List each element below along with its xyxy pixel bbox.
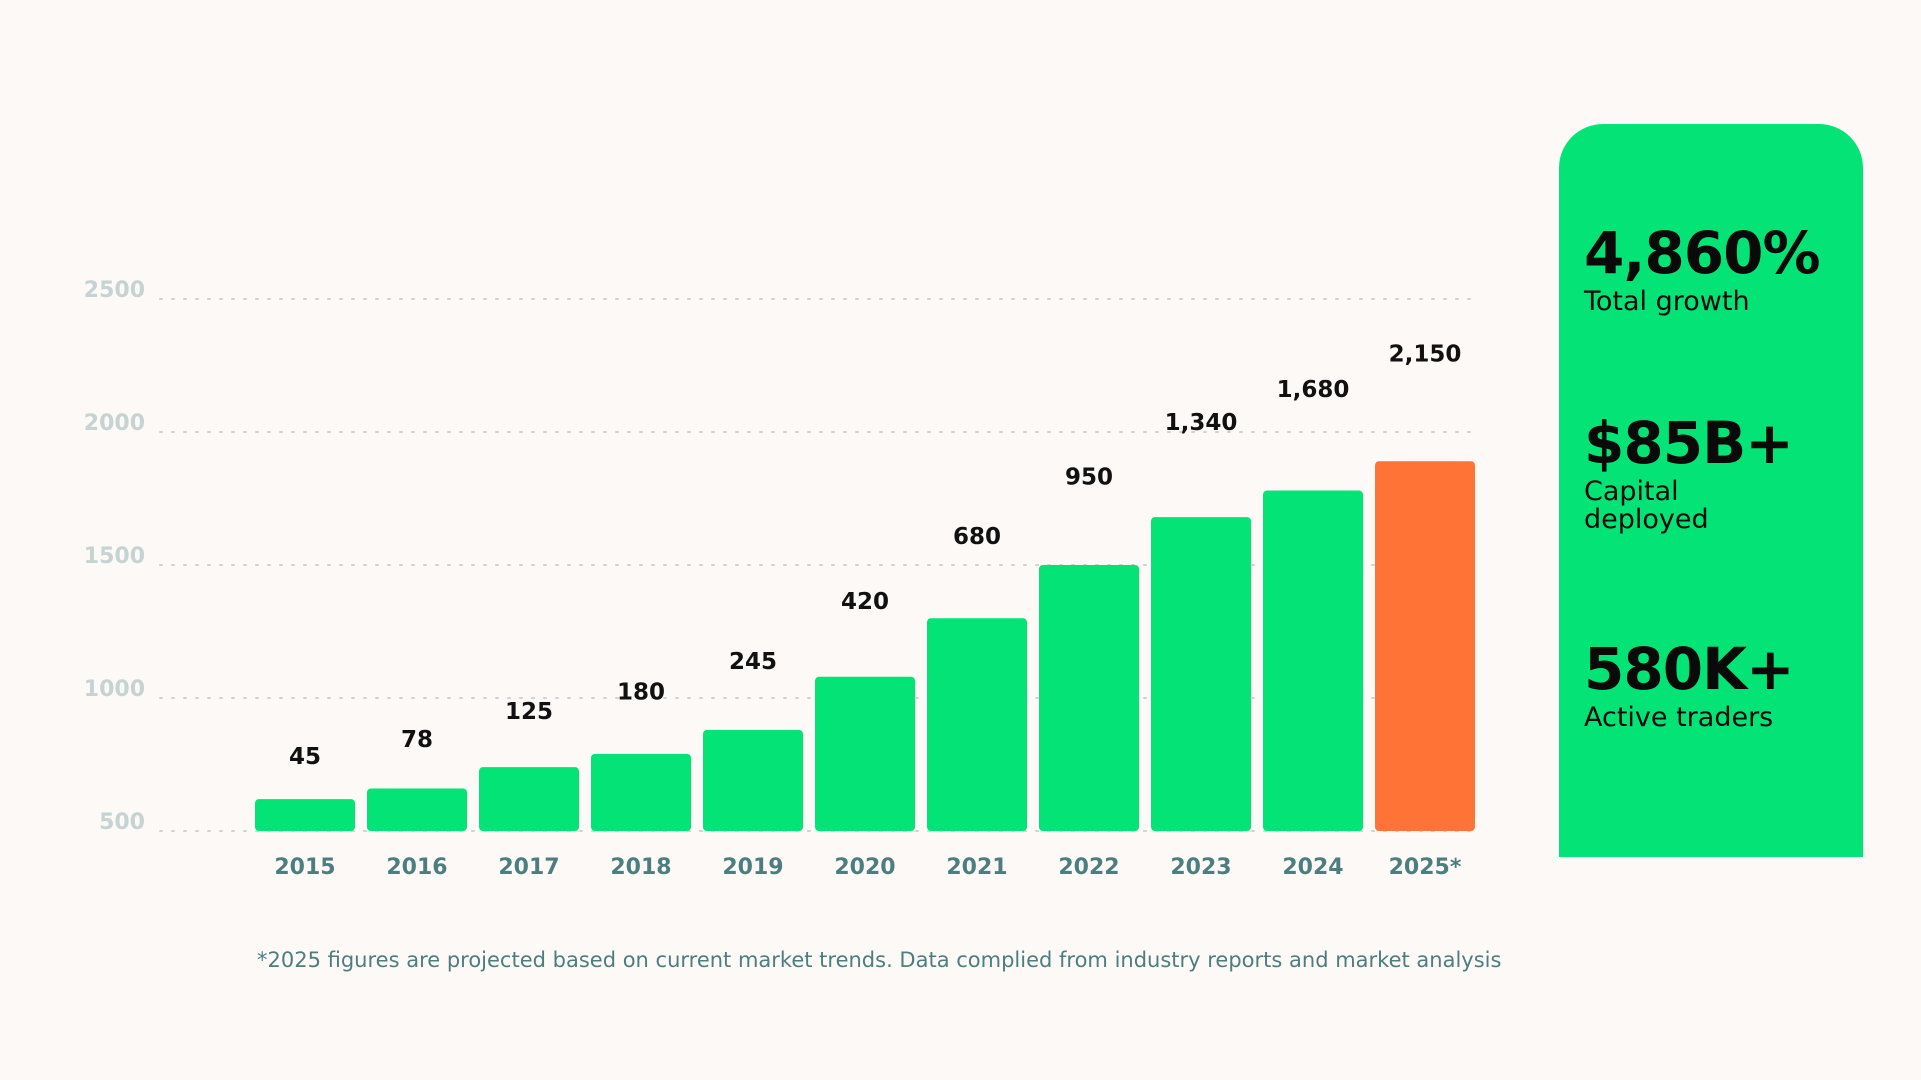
data-label: 680 xyxy=(953,524,1001,550)
stats-card: 4,860% Total growth $85B+ Capital deploy… xyxy=(1559,124,1863,857)
bars xyxy=(255,461,1475,831)
stat-capital-deployed: $85B+ Capital deployed xyxy=(1584,409,1794,535)
x-tick-label: 2016 xyxy=(386,855,447,880)
y-tick-label: 1000 xyxy=(84,677,145,702)
y-tick-label: 2500 xyxy=(84,278,145,303)
bar-2019 xyxy=(703,729,803,831)
stat-label: Active traders xyxy=(1584,702,1774,733)
bar-2018 xyxy=(591,753,691,831)
data-labels: 45 78 125 180 245 420 680 950 1,340 1,680 2,150 xyxy=(289,341,1461,770)
x-tick-label: 2022 xyxy=(1058,855,1119,880)
y-axis-ticks: 500 1000 1500 2000 2500 xyxy=(84,278,145,835)
data-label: 1,340 xyxy=(1165,410,1238,436)
data-label: 420 xyxy=(841,589,889,615)
bar-2024 xyxy=(1263,490,1363,831)
bar-2016 xyxy=(367,788,467,831)
data-label: 78 xyxy=(401,727,433,753)
y-tick-label: 1500 xyxy=(84,544,145,569)
bar-2015 xyxy=(255,799,355,831)
x-tick-label: 2025* xyxy=(1389,855,1462,880)
x-tick-label: 2024 xyxy=(1282,855,1343,880)
x-tick-label: 2020 xyxy=(834,855,895,880)
data-label: 45 xyxy=(289,744,321,770)
x-tick-label: 2019 xyxy=(722,855,783,880)
bar-2022 xyxy=(1039,565,1139,831)
data-label: 125 xyxy=(505,699,553,725)
data-label: 180 xyxy=(617,679,665,705)
bar-2020 xyxy=(815,676,915,831)
bar-2021 xyxy=(927,618,1027,831)
stat-label: Total growth xyxy=(1584,286,1750,317)
stat-label: Capital deployed xyxy=(1584,476,1709,535)
data-label: 2,150 xyxy=(1389,341,1462,367)
x-tick-label: 2023 xyxy=(1170,855,1231,880)
y-tick-label: 500 xyxy=(99,810,145,835)
y-tick-label: 2000 xyxy=(84,411,145,436)
stat-total-growth: 4,860% Total growth xyxy=(1584,220,1864,316)
stat-active-traders: 580K+ Active traders xyxy=(1584,636,1864,732)
x-tick-label: 2015 xyxy=(274,855,335,880)
bar-2017 xyxy=(479,767,579,831)
x-tick-label: 2021 xyxy=(946,855,1007,880)
x-axis-ticks: 2015 2016 2017 2018 2019 2020 2021 2022 2023 2024… xyxy=(274,855,1461,880)
bar-2023 xyxy=(1151,517,1251,831)
x-tick-label: 2018 xyxy=(610,855,671,880)
stat-value: $85B+ xyxy=(1584,409,1794,477)
footnote: *2025 figures are projected based on cur… xyxy=(257,948,1502,972)
x-tick-label: 2017 xyxy=(498,855,559,880)
data-label: 245 xyxy=(729,649,777,675)
bar-2025-projected xyxy=(1375,461,1475,831)
data-label: 1,680 xyxy=(1277,377,1350,403)
stat-value: 580K+ xyxy=(1584,635,1795,703)
stat-value: 4,860% xyxy=(1584,219,1821,287)
data-label: 950 xyxy=(1065,465,1113,491)
